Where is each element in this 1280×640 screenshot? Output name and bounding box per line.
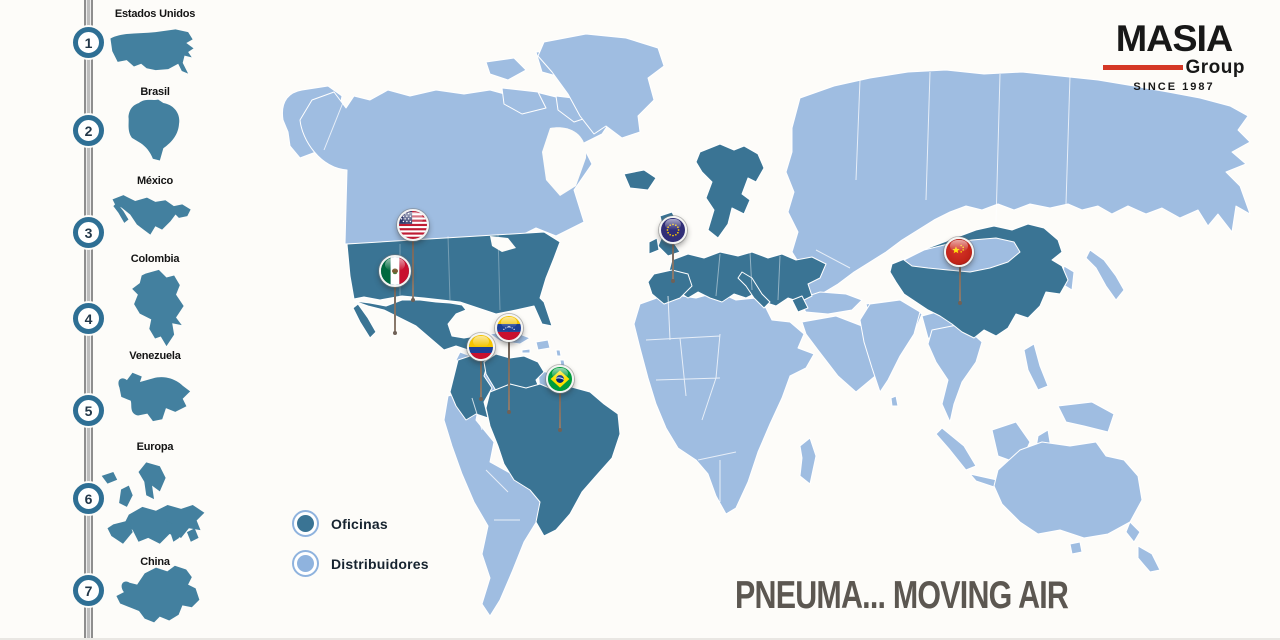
legend-label: Distribuidores: [331, 555, 429, 572]
logo-group-text: Group: [1185, 57, 1245, 78]
number-label: 4: [84, 310, 93, 327]
country-canada: [299, 89, 615, 245]
region-scandinavia: [695, 143, 765, 239]
sidebar-number-1: 1: [73, 27, 104, 58]
country-mexico: [353, 299, 483, 351]
brazil-pin-stem: [558, 378, 562, 432]
usa-flag-pin[interactable]: [397, 209, 429, 241]
tagline: PNEUMA... MOVING AIR: [735, 574, 1069, 617]
mexico-pin-stem: [393, 271, 397, 335]
region-iberia: [647, 269, 693, 305]
region-south-america-west: [443, 389, 549, 617]
logo-since-text: SINCE 1987: [1133, 81, 1215, 93]
continent-africa: [633, 291, 815, 515]
mexico-silhouette: [112, 195, 191, 235]
usa-silhouette: [110, 29, 194, 74]
number-label: 3: [84, 224, 93, 241]
country-japan: [1085, 249, 1125, 301]
logo-brand-text: MASIA: [1115, 18, 1234, 59]
europe-silhouette: [101, 462, 205, 544]
legend-item-offices: Oficinas: [292, 510, 429, 537]
offices-dot-icon: [292, 510, 319, 537]
sidebar-label-china: China: [140, 556, 170, 568]
sidebar-number-6: 6: [73, 483, 104, 514]
venezuela-silhouette: [118, 372, 191, 422]
china-pin-stem: [958, 252, 962, 305]
country-madagascar: [799, 437, 817, 485]
usa-pin-stem: [411, 225, 415, 302]
sidebar-number-5: 5: [73, 395, 104, 426]
sidebar-number-4: 4: [73, 303, 104, 334]
mexico-flag-pin[interactable]: [379, 255, 411, 287]
sidebar-label-brasil: Brasil: [140, 86, 170, 98]
number-label: 5: [84, 402, 93, 419]
logo-red-underline: [1103, 65, 1183, 70]
country-greenland: [537, 33, 665, 139]
brazil-flag-pin[interactable]: [546, 365, 574, 393]
colombia-silhouette: [132, 269, 184, 347]
country-italy: [737, 271, 771, 309]
venezuela-pin-stem: [507, 329, 511, 414]
country-new-guinea: [1057, 401, 1115, 433]
venezuela-flag-pin[interactable]: [495, 314, 523, 342]
sidebar-number-2: 2: [73, 115, 104, 146]
sidebar-number-7: 7: [73, 575, 104, 606]
sidebar-label-mexico: México: [136, 175, 174, 187]
colombia-pin-stem: [479, 347, 483, 401]
country-australia: [993, 441, 1143, 539]
china-silhouette: [116, 565, 200, 623]
legend-item-distributors: Distribuidores: [292, 550, 429, 577]
colombia-flag-pin[interactable]: [467, 333, 495, 361]
map-legend: Oficinas Distribuidores: [292, 510, 429, 590]
distributors-dot-icon: [292, 550, 319, 577]
eu-pin-stem: [671, 230, 675, 283]
sidebar-label-venezuela: Venezuela: [129, 350, 181, 362]
brazil-silhouette: [128, 99, 180, 161]
number-label: 6: [84, 490, 93, 507]
sidebar-label-colombia: Colombia: [130, 253, 180, 265]
logo-row: Group: [1103, 58, 1245, 77]
masia-group-logo: MASIA Group SINCE 1987: [1103, 20, 1245, 93]
legend-label: Oficinas: [331, 515, 388, 532]
country-new-zealand: [1137, 545, 1161, 573]
world-map: [281, 33, 1251, 617]
sidebar-label-europa: Europa: [136, 441, 174, 453]
region-indochina: [927, 323, 983, 423]
sidebar-number-3: 3: [73, 217, 104, 248]
number-label: 7: [84, 582, 93, 599]
number-label: 2: [84, 122, 93, 139]
number-label: 1: [84, 34, 93, 51]
country-iceland: [623, 169, 657, 191]
country-india: [859, 299, 921, 393]
country-turkey: [795, 291, 863, 315]
sidebar-label-estados-unidos: Estados Unidos: [114, 8, 196, 20]
china-flag-pin[interactable]: [944, 237, 974, 267]
europe-flag-pin[interactable]: [659, 216, 687, 244]
